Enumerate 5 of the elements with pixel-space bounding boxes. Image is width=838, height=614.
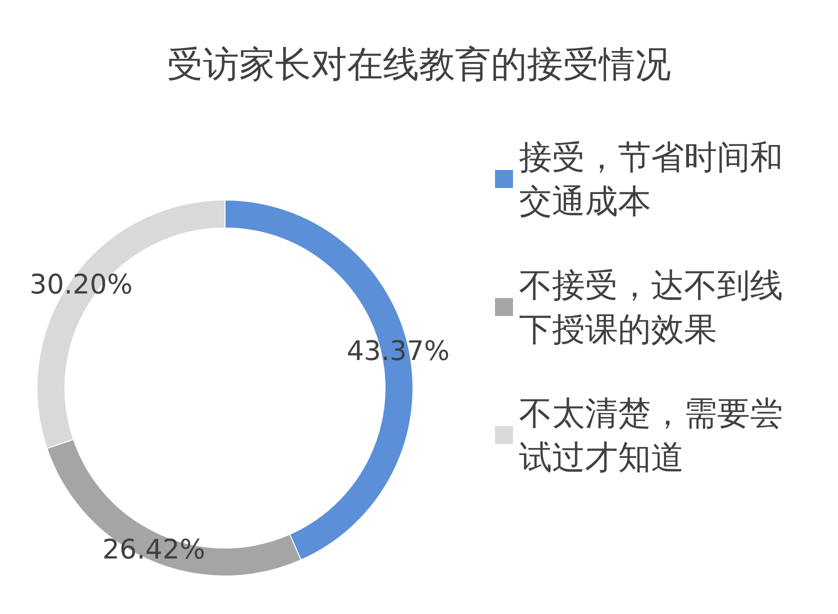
data-label: 30.20% [30,269,133,300]
chart-title: 受访家长对在线教育的接受情况 [167,44,671,86]
legend-label: 不太清楚，需要尝试过才知道 [519,394,783,476]
legend-label: 不接受，达不到线下授课的效果 [519,266,783,348]
legend-label: 接受，节省时间和交通成本 [519,138,783,220]
